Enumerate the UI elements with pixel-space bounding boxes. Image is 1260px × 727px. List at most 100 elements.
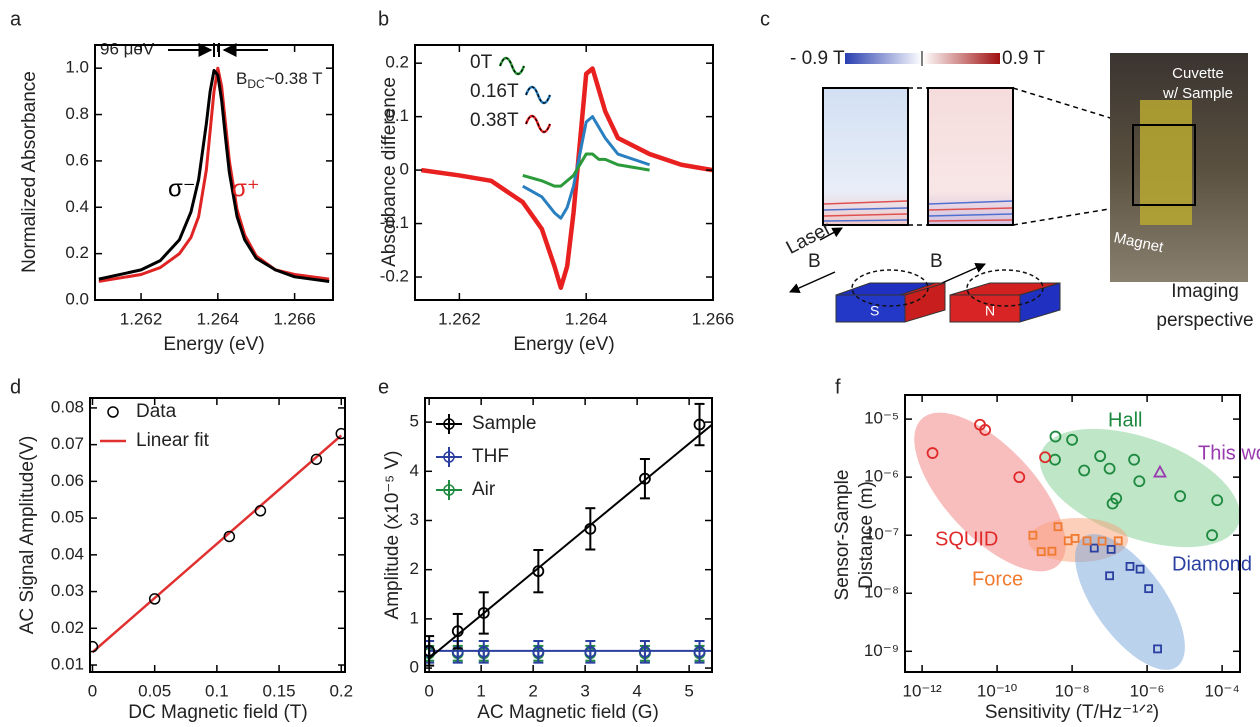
y-axis-label: Normalized Absorbance [19, 71, 40, 273]
diamond-region [1075, 534, 1185, 670]
point [639, 645, 651, 658]
y-tick-label: 0.04 [51, 544, 84, 563]
y-tick-label: 0 [410, 658, 419, 677]
y-tick-label: 0.02 [51, 618, 84, 637]
y-axis-label: Amplitude (x10⁻⁵ V) [382, 451, 403, 620]
legend-label: Data [136, 401, 177, 422]
caption: perspective [1156, 310, 1253, 331]
field-arrow [941, 263, 986, 284]
magnet-n [949, 282, 1061, 323]
legend-label: 0T [470, 52, 493, 73]
legend-label: 0.38T [470, 110, 519, 131]
axes-frame [904, 394, 1241, 673]
x-tick-label: 0 [88, 681, 97, 700]
point [1211, 494, 1224, 507]
legend-icon [443, 418, 455, 430]
y-axis-label: Absorbance difference [379, 77, 400, 267]
series-label: σ⁺ [232, 175, 259, 202]
point [1133, 475, 1146, 488]
panel-label: e [378, 376, 389, 398]
y-tick-label: 0.08 [51, 397, 84, 416]
point [310, 453, 323, 466]
y-tick-label: 4 [410, 461, 419, 480]
field-subscript: DC [247, 77, 265, 91]
x-tick-label: 1.262 [438, 309, 481, 328]
series-label: Hall [1108, 409, 1142, 431]
point [1152, 464, 1167, 478]
x-tick-label: 0 [424, 681, 433, 700]
x-axis-label: AC Magnetic field (G) [477, 702, 659, 723]
point [451, 625, 464, 638]
y-tick-label: 0.8 [65, 104, 89, 123]
x-tick-label: 0.15 [263, 681, 296, 700]
legend-label: THF [472, 446, 509, 467]
cuvette-label: w/ Sample [1162, 85, 1233, 102]
y-tick-label: 10⁻⁵ [864, 409, 899, 428]
panel-label: c [760, 8, 770, 30]
point [1047, 546, 1057, 556]
point [532, 565, 545, 578]
point [693, 418, 706, 431]
point [1105, 571, 1115, 581]
point [477, 607, 490, 619]
y-tick-label: 5 [410, 412, 419, 431]
x-tick-label: 1 [476, 681, 485, 700]
linewidth-label: 96 μeV [100, 39, 155, 58]
point [1103, 462, 1116, 475]
y-tick-label: 1.0 [65, 58, 89, 77]
axes-frame [94, 44, 334, 301]
cuvette-label: Cuvette [1172, 65, 1224, 82]
field-value: ~0.38 T [265, 69, 323, 88]
point [425, 644, 436, 657]
legend-label: Linear fit [136, 430, 210, 451]
pole-label: S [870, 303, 879, 319]
plot-area [421, 66, 713, 290]
fringes-s [823, 200, 908, 222]
axes-frame [89, 397, 346, 673]
line [421, 66, 713, 290]
y-tick-label: 0.06 [51, 471, 84, 490]
legend-icon [443, 451, 455, 463]
point [477, 645, 490, 658]
panel-c: c - 0.9 T 0.9 T Cuvette w/ Sample Magnet… [760, 8, 1254, 331]
field-arrow-label: B [930, 251, 943, 272]
line [522, 115, 651, 220]
hall-region [1039, 428, 1241, 548]
y-tick-label: 0.05 [51, 508, 84, 527]
view-box [1132, 124, 1196, 206]
x-tick-label: 10⁻¹⁰ [977, 681, 1018, 700]
y-tick-label: 0.07 [51, 434, 84, 453]
y-axis-label: Distance (m) [856, 481, 877, 589]
field-image-n [927, 87, 1014, 226]
x-tick-label: 5 [684, 681, 693, 700]
x-tick-label: 10⁻⁸ [1055, 681, 1090, 700]
point [1135, 564, 1145, 574]
colorbar-max: 0.9 T [1002, 48, 1045, 69]
point [254, 505, 267, 517]
series-label: This work [1198, 442, 1260, 464]
x-tick-label: 10⁻⁴ [1205, 681, 1240, 700]
point [1144, 584, 1154, 594]
point [1089, 543, 1099, 553]
x-tick-label: 0.1 [205, 681, 229, 700]
point [335, 427, 345, 440]
y-tick-label: 10⁻⁸ [864, 583, 899, 602]
pole-label: N [985, 303, 995, 319]
point [1128, 453, 1141, 466]
point [223, 530, 236, 543]
y-tick-label: 2 [410, 559, 419, 578]
line [98, 69, 330, 283]
series-label: SQUID [935, 528, 998, 550]
point [1113, 536, 1123, 546]
point [1094, 450, 1107, 463]
x-tick-label: 1.264 [565, 309, 608, 328]
y-tick-label: 0 [400, 160, 409, 179]
legend-icon [525, 115, 551, 133]
field-base: B [236, 69, 247, 88]
legend-label: Sample [472, 413, 536, 434]
field-label: BDC~0.38 T [236, 69, 323, 91]
legend-icon [107, 406, 119, 418]
cuvette [1140, 100, 1192, 225]
x-tick-label: 1.264 [197, 309, 240, 328]
